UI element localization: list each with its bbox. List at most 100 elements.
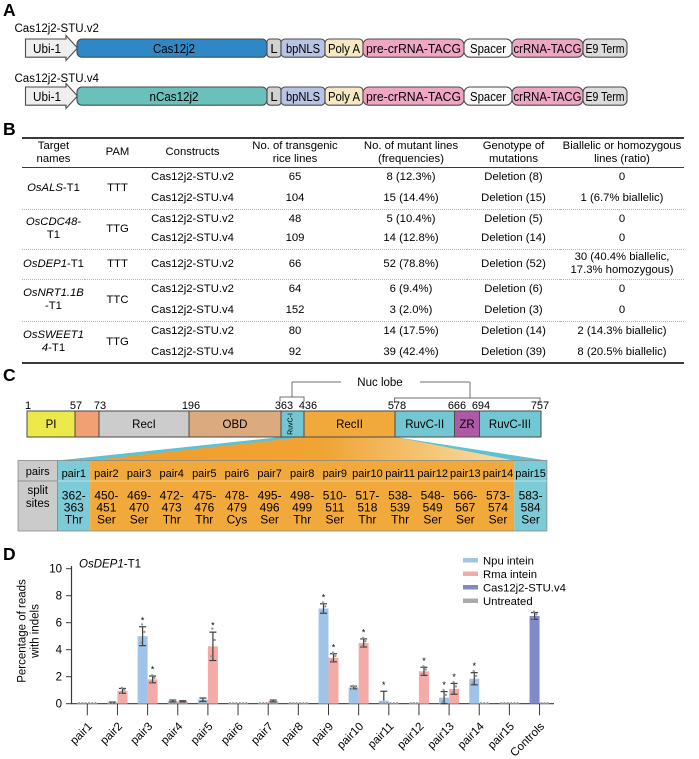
svg-text:Spacer: Spacer xyxy=(470,89,507,104)
svg-text:469-: 469- xyxy=(127,489,151,503)
svg-text:539: 539 xyxy=(390,501,410,515)
svg-text:476: 476 xyxy=(194,501,214,515)
svg-text:pair5: pair5 xyxy=(189,721,216,748)
svg-text:pair12: pair12 xyxy=(395,721,426,752)
svg-text:Thr: Thr xyxy=(195,513,213,527)
svg-text:RuvC-I: RuvC-I xyxy=(288,413,295,435)
svg-text:Thr: Thr xyxy=(65,513,83,527)
svg-text:crRNA-TACG: crRNA-TACG xyxy=(514,41,582,56)
svg-text:pair8: pair8 xyxy=(279,721,306,748)
svg-text:bpNLS: bpNLS xyxy=(286,41,320,56)
svg-text:363: 363 xyxy=(275,400,293,412)
svg-text:Ser: Ser xyxy=(130,513,149,527)
svg-text:4: 4 xyxy=(56,645,63,657)
svg-text:pair11: pair11 xyxy=(385,468,415,480)
svg-text:pre-crRNA-TACG: pre-crRNA-TACG xyxy=(366,41,461,56)
svg-text:*: * xyxy=(442,680,446,690)
svg-text:567: 567 xyxy=(455,501,475,515)
svg-text:Cys: Cys xyxy=(227,513,248,527)
svg-text:Ubi-1: Ubi-1 xyxy=(33,41,61,56)
svg-text:549: 549 xyxy=(423,501,443,515)
svg-text:RuvC-II: RuvC-II xyxy=(405,419,444,431)
svg-text:crRNA-TACG: crRNA-TACG xyxy=(514,89,582,104)
svg-text:6: 6 xyxy=(56,618,62,630)
svg-text:538-: 538- xyxy=(388,489,412,503)
svg-text:*: * xyxy=(452,672,456,682)
svg-text:473: 473 xyxy=(162,501,182,515)
svg-text:E9 Term: E9 Term xyxy=(586,89,625,104)
svg-text:nCas12j2: nCas12j2 xyxy=(150,89,199,104)
svg-text:196: 196 xyxy=(182,400,200,412)
svg-text:RecI: RecI xyxy=(132,419,156,431)
svg-text:451: 451 xyxy=(96,501,116,515)
svg-text:*: * xyxy=(322,592,326,602)
svg-text:RuvC-III: RuvC-III xyxy=(489,419,531,431)
svg-text:Cas12j2-STU.v2: Cas12j2-STU.v2 xyxy=(15,23,99,35)
svg-text:472-: 472- xyxy=(160,489,184,503)
svg-text:pair10: pair10 xyxy=(352,468,383,480)
svg-text:Nuc lobe: Nuc lobe xyxy=(357,377,402,389)
svg-text:450-: 450- xyxy=(94,489,118,503)
svg-text:*: * xyxy=(332,642,336,652)
svg-text:*: * xyxy=(472,661,476,671)
svg-text:pair2: pair2 xyxy=(94,468,118,480)
svg-text:bpNLS: bpNLS xyxy=(286,89,320,104)
svg-text:Npu intein: Npu intein xyxy=(483,556,534,568)
svg-text:pair4: pair4 xyxy=(159,468,183,480)
svg-text:363: 363 xyxy=(64,501,84,515)
svg-text:495-: 495- xyxy=(258,489,282,503)
svg-text:Untreated: Untreated xyxy=(483,596,533,608)
svg-text:pair13: pair13 xyxy=(426,721,457,752)
svg-text:E9 Term: E9 Term xyxy=(586,41,625,56)
svg-text:Cas12j2-STU.v4: Cas12j2-STU.v4 xyxy=(483,583,566,595)
svg-text:Ser: Ser xyxy=(423,513,442,527)
svg-text:pair5: pair5 xyxy=(192,468,216,480)
svg-text:Ser: Ser xyxy=(325,513,344,527)
svg-text:Ser: Ser xyxy=(97,513,116,527)
svg-text:sites: sites xyxy=(26,498,50,510)
svg-text:Controls: Controls xyxy=(508,720,547,759)
svg-text:pair1: pair1 xyxy=(68,721,95,748)
svg-text:pair3: pair3 xyxy=(127,468,151,480)
svg-text:L: L xyxy=(270,41,277,56)
svg-text:Thr: Thr xyxy=(293,513,311,527)
svg-text:666: 666 xyxy=(448,400,466,412)
svg-text:Ser: Ser xyxy=(521,513,540,527)
svg-text:573-: 573- xyxy=(486,489,510,503)
svg-text:*: * xyxy=(151,665,155,675)
svg-text:L: L xyxy=(270,89,277,104)
svg-text:362-: 362- xyxy=(62,489,86,503)
svg-text:1: 1 xyxy=(25,400,31,412)
svg-text:pair2: pair2 xyxy=(98,721,125,748)
svg-text:pair6: pair6 xyxy=(225,468,249,480)
svg-text:pair7: pair7 xyxy=(249,721,276,748)
svg-text:pair11: pair11 xyxy=(366,721,396,751)
svg-text:pair9: pair9 xyxy=(323,468,347,480)
svg-text:574: 574 xyxy=(488,501,508,515)
svg-text:pair8: pair8 xyxy=(290,468,314,480)
svg-text:Thr: Thr xyxy=(358,513,376,527)
svg-text:548-: 548- xyxy=(421,489,445,503)
svg-text:Ser: Ser xyxy=(456,513,475,527)
svg-text:757: 757 xyxy=(531,400,549,412)
svg-text:510-: 510- xyxy=(323,489,347,503)
svg-text:Percentage of reads: Percentage of reads xyxy=(17,579,29,683)
svg-text:475-: 475- xyxy=(192,489,216,503)
svg-text:pair13: pair13 xyxy=(450,468,481,480)
svg-text:498-: 498- xyxy=(290,489,314,503)
svg-text:517-: 517- xyxy=(355,489,379,503)
svg-text:pair14: pair14 xyxy=(483,468,514,480)
svg-text:478-: 478- xyxy=(225,489,249,503)
svg-text:Ser: Ser xyxy=(489,513,508,527)
svg-text:436: 436 xyxy=(299,400,317,412)
svg-text:pair7: pair7 xyxy=(257,468,281,480)
svg-text:694: 694 xyxy=(472,400,490,412)
svg-text:pair3: pair3 xyxy=(129,721,156,748)
svg-text:PI: PI xyxy=(46,419,57,431)
svg-text:57: 57 xyxy=(70,400,82,412)
svg-text:584: 584 xyxy=(521,501,541,515)
svg-text:pairs: pairs xyxy=(26,466,50,478)
svg-text:pair12: pair12 xyxy=(417,468,448,480)
svg-text:*: * xyxy=(422,656,426,666)
svg-text:pair14: pair14 xyxy=(456,720,488,752)
